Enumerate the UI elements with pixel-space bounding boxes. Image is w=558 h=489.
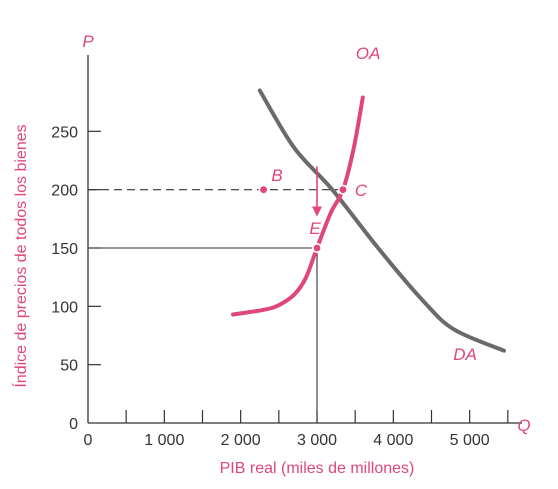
shift-arrow [312,166,322,217]
point-label-c: C [355,181,368,200]
point-markers [258,184,348,254]
point-label-b: B [271,166,282,185]
x-tick-label: 5 000 [450,432,490,449]
y-tick-label: 150 [51,241,78,258]
x-tick-label: 1 000 [144,432,184,449]
y-axis-letter: P [82,32,94,51]
demand-curve-label: DA [453,345,477,364]
x-tick-label: 2 000 [221,432,261,449]
x-tick-label: 0 [84,432,93,449]
arrow-head [312,206,322,217]
axis-ticks: 0 1 000 2 000 3 000 4 000 5 000 0 50 100 150 200 25… [51,124,509,449]
x-tick-label: 4 000 [373,432,413,449]
curves [231,88,506,353]
axes [87,55,522,424]
x-tick-label: 3 000 [297,432,337,449]
y-axis-title: Índice de precios de todos los bienes [11,124,30,387]
supply-curve-label: OA [356,44,381,63]
y-tick-label: 0 [69,416,78,433]
point-marker-b [258,184,269,195]
y-tick-label: 50 [60,358,78,375]
point-marker-e [311,243,322,254]
guide-lines [88,189,343,423]
supply-curve-oa [231,95,365,317]
x-axis-title: PIB real (miles de millones) [220,460,415,477]
demand-curve-da [257,88,506,353]
point-label-e: E [309,219,321,238]
y-tick-label: 250 [51,124,78,141]
y-tick-label: 200 [51,183,78,200]
x-axis-letter: Q [517,416,530,435]
point-marker-c [337,184,348,195]
y-tick-label: 100 [51,299,78,316]
